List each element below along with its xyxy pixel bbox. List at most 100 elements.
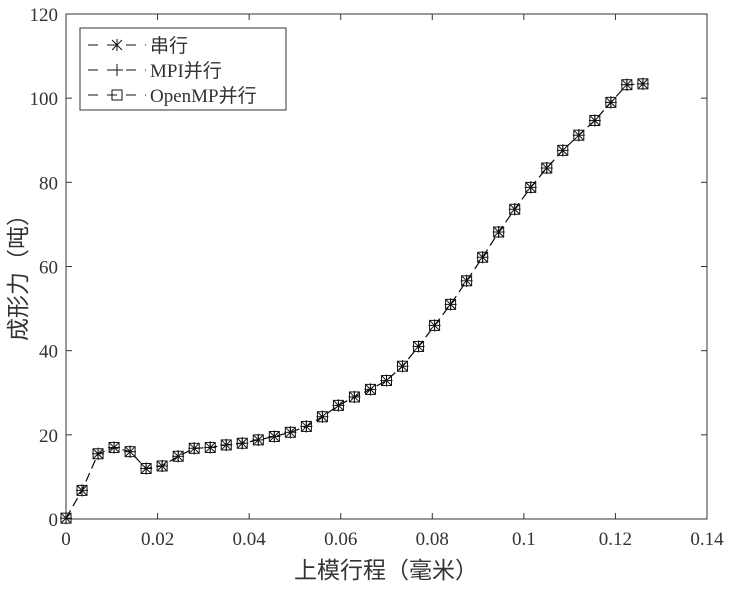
x-axis-label: 上模行程（毫米） xyxy=(294,558,478,583)
data-point-s3 xyxy=(589,114,601,126)
legend-marker xyxy=(111,89,123,101)
data-point-s3 xyxy=(397,360,409,372)
data-point-s3 xyxy=(461,275,473,287)
data-point-s3 xyxy=(477,251,489,263)
legend-marker xyxy=(111,39,123,51)
data-point-s2 xyxy=(92,447,105,460)
data-point-s2 xyxy=(572,129,585,142)
data-point-s2 xyxy=(444,298,457,311)
data-point-s2 xyxy=(332,399,345,412)
data-point-s2 xyxy=(508,203,521,216)
data-point-s2 xyxy=(284,426,297,439)
legend-entry: OpenMP并行 xyxy=(88,85,257,107)
legend-label: OpenMP并行 xyxy=(150,85,257,107)
data-point-s3 xyxy=(413,340,425,352)
data-point-s3 xyxy=(557,144,569,156)
data-point-s2 xyxy=(428,319,441,332)
legend: 串行 MPI并行 OpenMP并行 xyxy=(79,27,287,111)
data-point-s2 xyxy=(108,441,121,454)
data-point-s3 xyxy=(76,484,88,496)
data-point-s3 xyxy=(493,226,505,238)
data-point-s3 xyxy=(108,441,120,453)
data-point-s3 xyxy=(348,391,360,403)
y-axis-label: 成形力（吨） xyxy=(6,203,31,341)
y-tick-label: 120 xyxy=(30,5,59,26)
data-point-s2 xyxy=(300,420,313,433)
data-point-s3 xyxy=(220,439,232,451)
data-point-s3 xyxy=(284,426,296,438)
data-point-s3 xyxy=(541,162,553,174)
x-tick-label: 0.06 xyxy=(324,529,357,550)
data-point-s3 xyxy=(156,460,168,472)
x-tick-label: 0 xyxy=(61,529,71,550)
data-point-s2 xyxy=(540,162,553,175)
data-point-s3 xyxy=(236,437,248,449)
data-point-s3 xyxy=(188,442,200,454)
data-point-s3 xyxy=(252,434,264,446)
x-tick-label: 0.08 xyxy=(416,529,449,550)
data-point-s2 xyxy=(268,430,281,443)
data-point-s2 xyxy=(396,360,409,373)
data-point-s3 xyxy=(573,129,585,141)
y-tick-label: 100 xyxy=(30,89,59,110)
series-markers xyxy=(60,77,649,525)
data-point-s2 xyxy=(140,462,153,475)
data-point-s2 xyxy=(172,450,185,463)
data-point-s3 xyxy=(316,411,328,423)
data-point-s2 xyxy=(636,77,649,90)
data-point-s2 xyxy=(236,437,249,450)
data-point-s3 xyxy=(509,203,521,215)
data-point-s2 xyxy=(348,390,361,403)
data-point-s2 xyxy=(124,445,137,458)
data-point-s2 xyxy=(412,340,425,353)
data-point-s2 xyxy=(252,433,265,446)
data-point-s3 xyxy=(124,446,136,458)
legend-marker xyxy=(111,64,123,76)
data-point-s3 xyxy=(525,181,537,193)
data-point-s3 xyxy=(268,431,280,443)
legend-label: MPI并行 xyxy=(150,60,222,82)
data-point-s3 xyxy=(381,375,392,387)
legend-entry: 串行 xyxy=(88,35,188,57)
x-tick-label: 0.02 xyxy=(141,529,174,550)
y-tick-label: 60 xyxy=(39,258,58,279)
data-point-s3 xyxy=(621,79,633,91)
data-point-s3 xyxy=(429,319,441,331)
y-tick-label: 20 xyxy=(39,426,58,447)
data-point-s3 xyxy=(172,450,184,462)
data-point-s2 xyxy=(316,410,329,423)
data-point-s2 xyxy=(76,484,89,497)
x-tick-label: 0.14 xyxy=(690,529,724,550)
x-tick-label: 0.04 xyxy=(233,529,267,550)
data-point-s2 xyxy=(204,441,217,454)
y-tick-label: 40 xyxy=(39,342,58,363)
data-point-s2 xyxy=(156,459,169,472)
data-point-s3 xyxy=(204,441,216,453)
data-point-s2 xyxy=(588,114,601,127)
data-point-s3 xyxy=(300,420,312,432)
legend-label: 串行 xyxy=(150,35,188,57)
data-point-s2 xyxy=(476,251,489,264)
data-point-s3 xyxy=(92,448,104,460)
data-point-s2 xyxy=(604,96,617,109)
data-point-s2 xyxy=(620,78,633,91)
data-point-s2 xyxy=(460,274,473,287)
data-point-s2 xyxy=(220,438,233,451)
data-point-s2 xyxy=(188,442,201,455)
x-tick-label: 0.12 xyxy=(599,529,632,550)
series-line-2 xyxy=(65,83,643,519)
legend-entry: MPI并行 xyxy=(88,60,222,82)
data-point-s3 xyxy=(605,96,617,108)
y-tick-label: 0 xyxy=(49,510,59,531)
series-line-3 xyxy=(65,83,643,519)
data-point-s3 xyxy=(364,383,376,395)
y-tick-label: 80 xyxy=(39,173,58,194)
data-point-s2 xyxy=(524,181,537,194)
data-point-s3 xyxy=(445,298,457,310)
series-line-1 xyxy=(65,83,643,519)
data-point-s3 xyxy=(332,399,344,411)
series-lines xyxy=(65,83,643,519)
data-point-s3 xyxy=(60,512,72,524)
